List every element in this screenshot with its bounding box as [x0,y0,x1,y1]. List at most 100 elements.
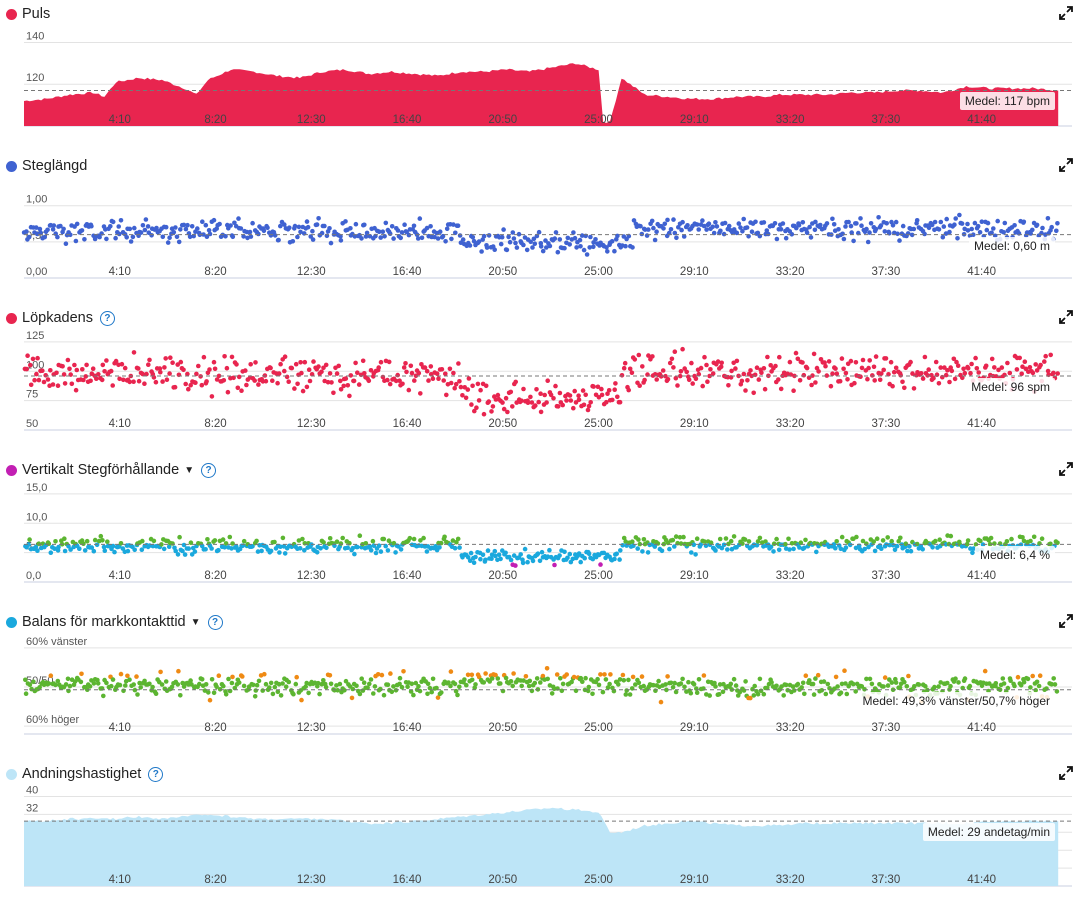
data-point [642,377,647,383]
data-point [776,547,782,553]
data-point [823,363,828,369]
data-point [797,378,803,383]
data-point [472,408,477,414]
data-point [804,230,810,235]
data-point [298,229,303,235]
data-point [811,692,817,697]
data-point [718,228,723,234]
data-point [253,688,259,693]
data-point [48,673,54,678]
data-point [196,363,201,369]
data-point [361,680,367,685]
data-point [1055,221,1060,226]
data-point [203,547,208,552]
data-point [510,230,516,235]
data-point [24,229,29,234]
data-point [435,236,441,241]
data-point [419,235,425,241]
help-icon[interactable]: ? [207,615,223,630]
data-point [912,684,917,689]
data-point [650,354,655,359]
expand-icon[interactable] [1059,462,1073,476]
data-point [746,234,751,239]
data-point [483,383,489,389]
data-point [455,223,461,228]
data-point [157,366,163,371]
data-point [866,544,871,550]
data-point [744,225,750,230]
chart-title: Löpkadens? [22,310,115,326]
data-point [905,548,910,554]
data-point [842,668,847,673]
data-point [1018,683,1024,688]
data-point [693,376,699,382]
data-point [971,232,976,237]
caret-down-icon[interactable]: ▼ [184,465,195,476]
data-point [429,689,435,695]
data-point [448,380,454,386]
data-point [846,219,851,225]
data-point [723,536,729,541]
chart-title: Puls [22,6,50,22]
data-point [514,245,520,250]
data-point [798,540,804,545]
data-point [865,376,870,382]
y-tick-label: 1,00 [26,194,47,206]
expand-icon[interactable] [1059,614,1073,628]
expand-icon[interactable] [1059,6,1073,20]
data-point [505,409,510,415]
data-point [706,221,712,226]
data-point [338,378,343,384]
data-point [138,230,144,235]
data-point [619,373,625,378]
caret-down-icon[interactable]: ▼ [190,617,201,628]
data-point [310,228,315,234]
help-icon[interactable]: ? [201,463,217,478]
data-point [492,548,498,554]
expand-icon[interactable] [1059,310,1073,324]
data-point [186,386,191,392]
data-point [965,228,971,233]
data-point [102,369,107,374]
data-point [65,357,71,363]
data-point [201,354,207,360]
x-tick-label: 29:10 [680,266,709,278]
data-point [808,235,814,240]
data-point [813,219,818,225]
chart-header: Löpkadens? [0,304,1081,330]
data-point [787,359,793,365]
data-point [702,354,707,360]
data-point [750,686,755,692]
data-point [761,366,767,371]
x-tick-label: 37:30 [871,114,900,126]
data-point [221,683,226,689]
data-point [72,362,77,368]
data-point [948,533,954,539]
data-point [646,227,651,232]
y-tick-label: 120 [26,72,44,84]
data-point [710,224,715,230]
data-point [446,680,451,685]
data-point [552,562,557,568]
help-icon[interactable]: ? [148,767,164,782]
x-tick-label: 12:30 [297,722,326,734]
data-point [651,682,656,688]
data-point [705,379,710,384]
data-point [444,226,450,232]
data-point [672,544,677,549]
expand-icon[interactable] [1059,766,1073,780]
data-point [533,403,538,408]
data-point [495,392,501,398]
help-icon[interactable]: ? [99,311,115,326]
data-point [693,552,698,557]
x-tick-label: 41:40 [967,418,996,430]
expand-icon[interactable] [1059,158,1073,172]
data-point [639,231,645,237]
data-point [626,387,631,393]
data-point [132,547,137,553]
data-point [780,221,786,226]
data-point [433,544,438,549]
data-point [773,363,778,369]
average-label: Medel: 29 andetag/min [922,823,1055,842]
data-point [1002,372,1007,378]
